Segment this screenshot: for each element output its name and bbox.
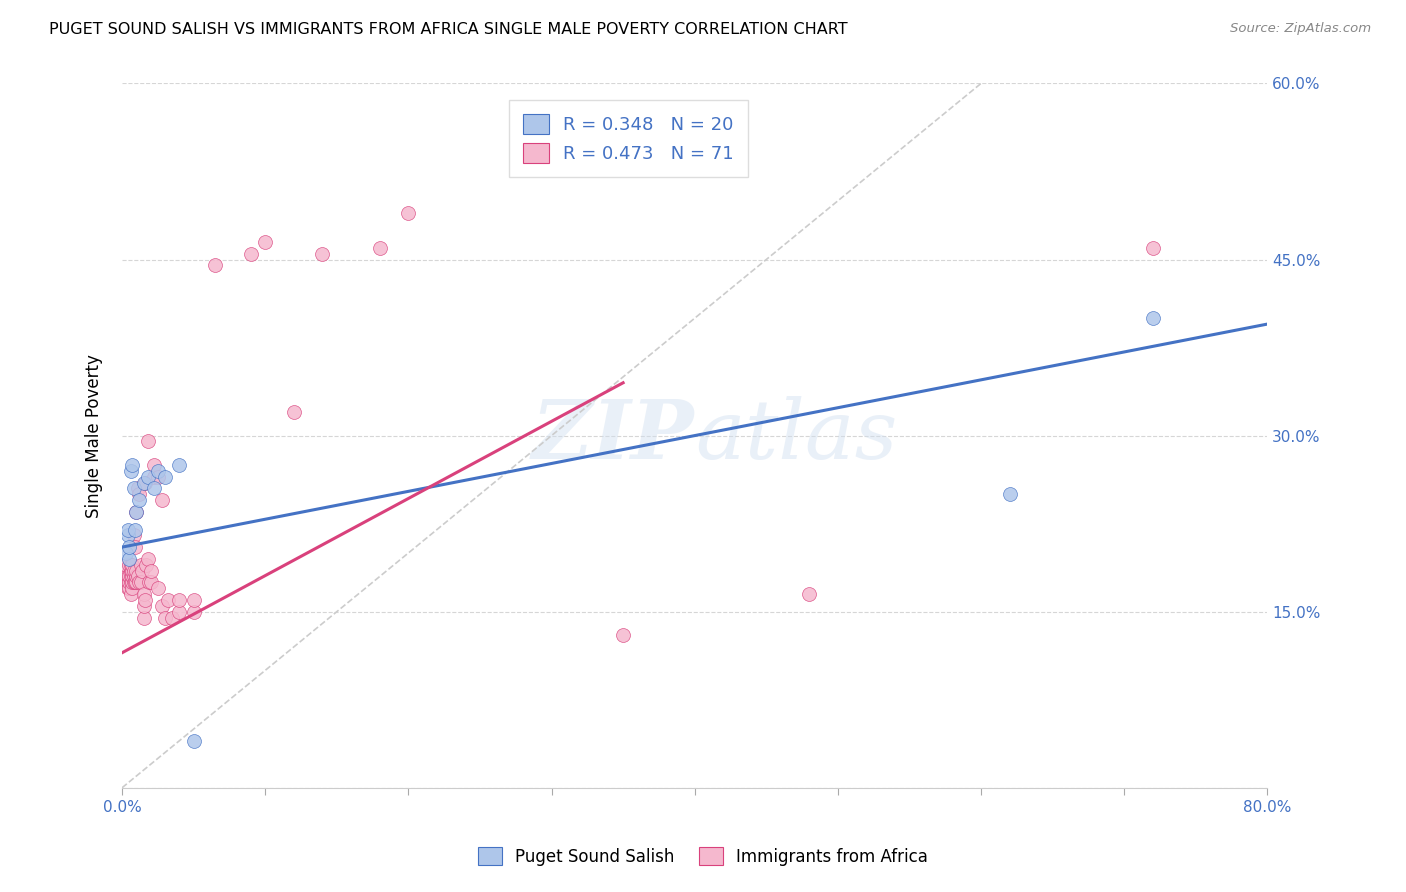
Point — [169, 458, 191, 472]
Point — [117, 569, 139, 583]
Point — [117, 575, 139, 590]
Point — [125, 564, 148, 578]
Point — [150, 493, 173, 508]
Point — [156, 593, 179, 607]
Point — [132, 587, 155, 601]
Point — [125, 505, 148, 519]
Point — [117, 523, 139, 537]
Point — [183, 733, 205, 747]
Point — [121, 558, 143, 572]
Point — [136, 552, 159, 566]
Point — [124, 523, 146, 537]
Point — [131, 564, 153, 578]
Point — [120, 575, 142, 590]
Point — [118, 558, 141, 572]
Point — [117, 581, 139, 595]
Point — [118, 569, 141, 583]
Point — [134, 593, 156, 607]
Point — [396, 205, 419, 219]
Point — [127, 569, 149, 583]
Point — [132, 610, 155, 624]
Point — [136, 469, 159, 483]
Point — [136, 434, 159, 449]
Text: ZIP: ZIP — [531, 395, 695, 475]
Point — [1142, 241, 1164, 255]
Point — [150, 599, 173, 613]
Point — [239, 246, 262, 260]
Point — [139, 575, 162, 590]
Point — [128, 493, 150, 508]
Point — [1142, 311, 1164, 326]
Point — [146, 464, 169, 478]
Point — [612, 628, 634, 642]
Point — [142, 458, 165, 472]
Point — [121, 564, 143, 578]
Point — [120, 587, 142, 601]
Point — [122, 482, 145, 496]
Point — [118, 552, 141, 566]
Point — [128, 575, 150, 590]
Point — [122, 564, 145, 578]
Point — [117, 528, 139, 542]
Text: atlas: atlas — [695, 395, 897, 475]
Point — [139, 564, 162, 578]
Point — [125, 569, 148, 583]
Point — [120, 464, 142, 478]
Point — [169, 605, 191, 619]
Point — [125, 575, 148, 590]
Point — [799, 587, 821, 601]
Legend: Puget Sound Salish, Immigrants from Africa: Puget Sound Salish, Immigrants from Afri… — [465, 834, 941, 880]
Point — [132, 599, 155, 613]
Point — [118, 575, 141, 590]
Point — [120, 564, 142, 578]
Point — [153, 469, 176, 483]
Point — [122, 528, 145, 542]
Point — [169, 593, 191, 607]
Point — [124, 540, 146, 554]
Point — [183, 593, 205, 607]
Point — [134, 475, 156, 490]
Point — [127, 482, 149, 496]
Point — [124, 575, 146, 590]
Point — [118, 540, 141, 554]
Y-axis label: Single Male Poverty: Single Male Poverty — [86, 353, 103, 517]
Point — [135, 558, 157, 572]
Point — [122, 575, 145, 590]
Point — [998, 487, 1021, 501]
Text: PUGET SOUND SALISH VS IMMIGRANTS FROM AFRICA SINGLE MALE POVERTY CORRELATION CHA: PUGET SOUND SALISH VS IMMIGRANTS FROM AF… — [49, 22, 848, 37]
Point — [122, 569, 145, 583]
Point — [129, 575, 152, 590]
Point — [129, 558, 152, 572]
Point — [120, 569, 142, 583]
Point — [120, 558, 142, 572]
Point — [115, 546, 138, 560]
Point — [138, 575, 160, 590]
Point — [204, 259, 226, 273]
Point — [115, 569, 138, 583]
Point — [121, 569, 143, 583]
Point — [121, 458, 143, 472]
Point — [153, 610, 176, 624]
Point — [160, 610, 183, 624]
Point — [283, 405, 305, 419]
Point — [115, 558, 138, 572]
Point — [121, 575, 143, 590]
Point — [254, 235, 277, 249]
Point — [146, 469, 169, 483]
Text: Source: ZipAtlas.com: Source: ZipAtlas.com — [1230, 22, 1371, 36]
Point — [142, 482, 165, 496]
Point — [125, 505, 148, 519]
Point — [142, 469, 165, 483]
Point — [183, 605, 205, 619]
Legend: R = 0.348   N = 20, R = 0.473   N = 71: R = 0.348 N = 20, R = 0.473 N = 71 — [509, 100, 748, 178]
Point — [118, 581, 141, 595]
Point — [114, 575, 136, 590]
Point — [132, 475, 155, 490]
Point — [368, 241, 391, 255]
Point — [128, 487, 150, 501]
Point — [311, 246, 333, 260]
Point — [146, 581, 169, 595]
Point — [121, 581, 143, 595]
